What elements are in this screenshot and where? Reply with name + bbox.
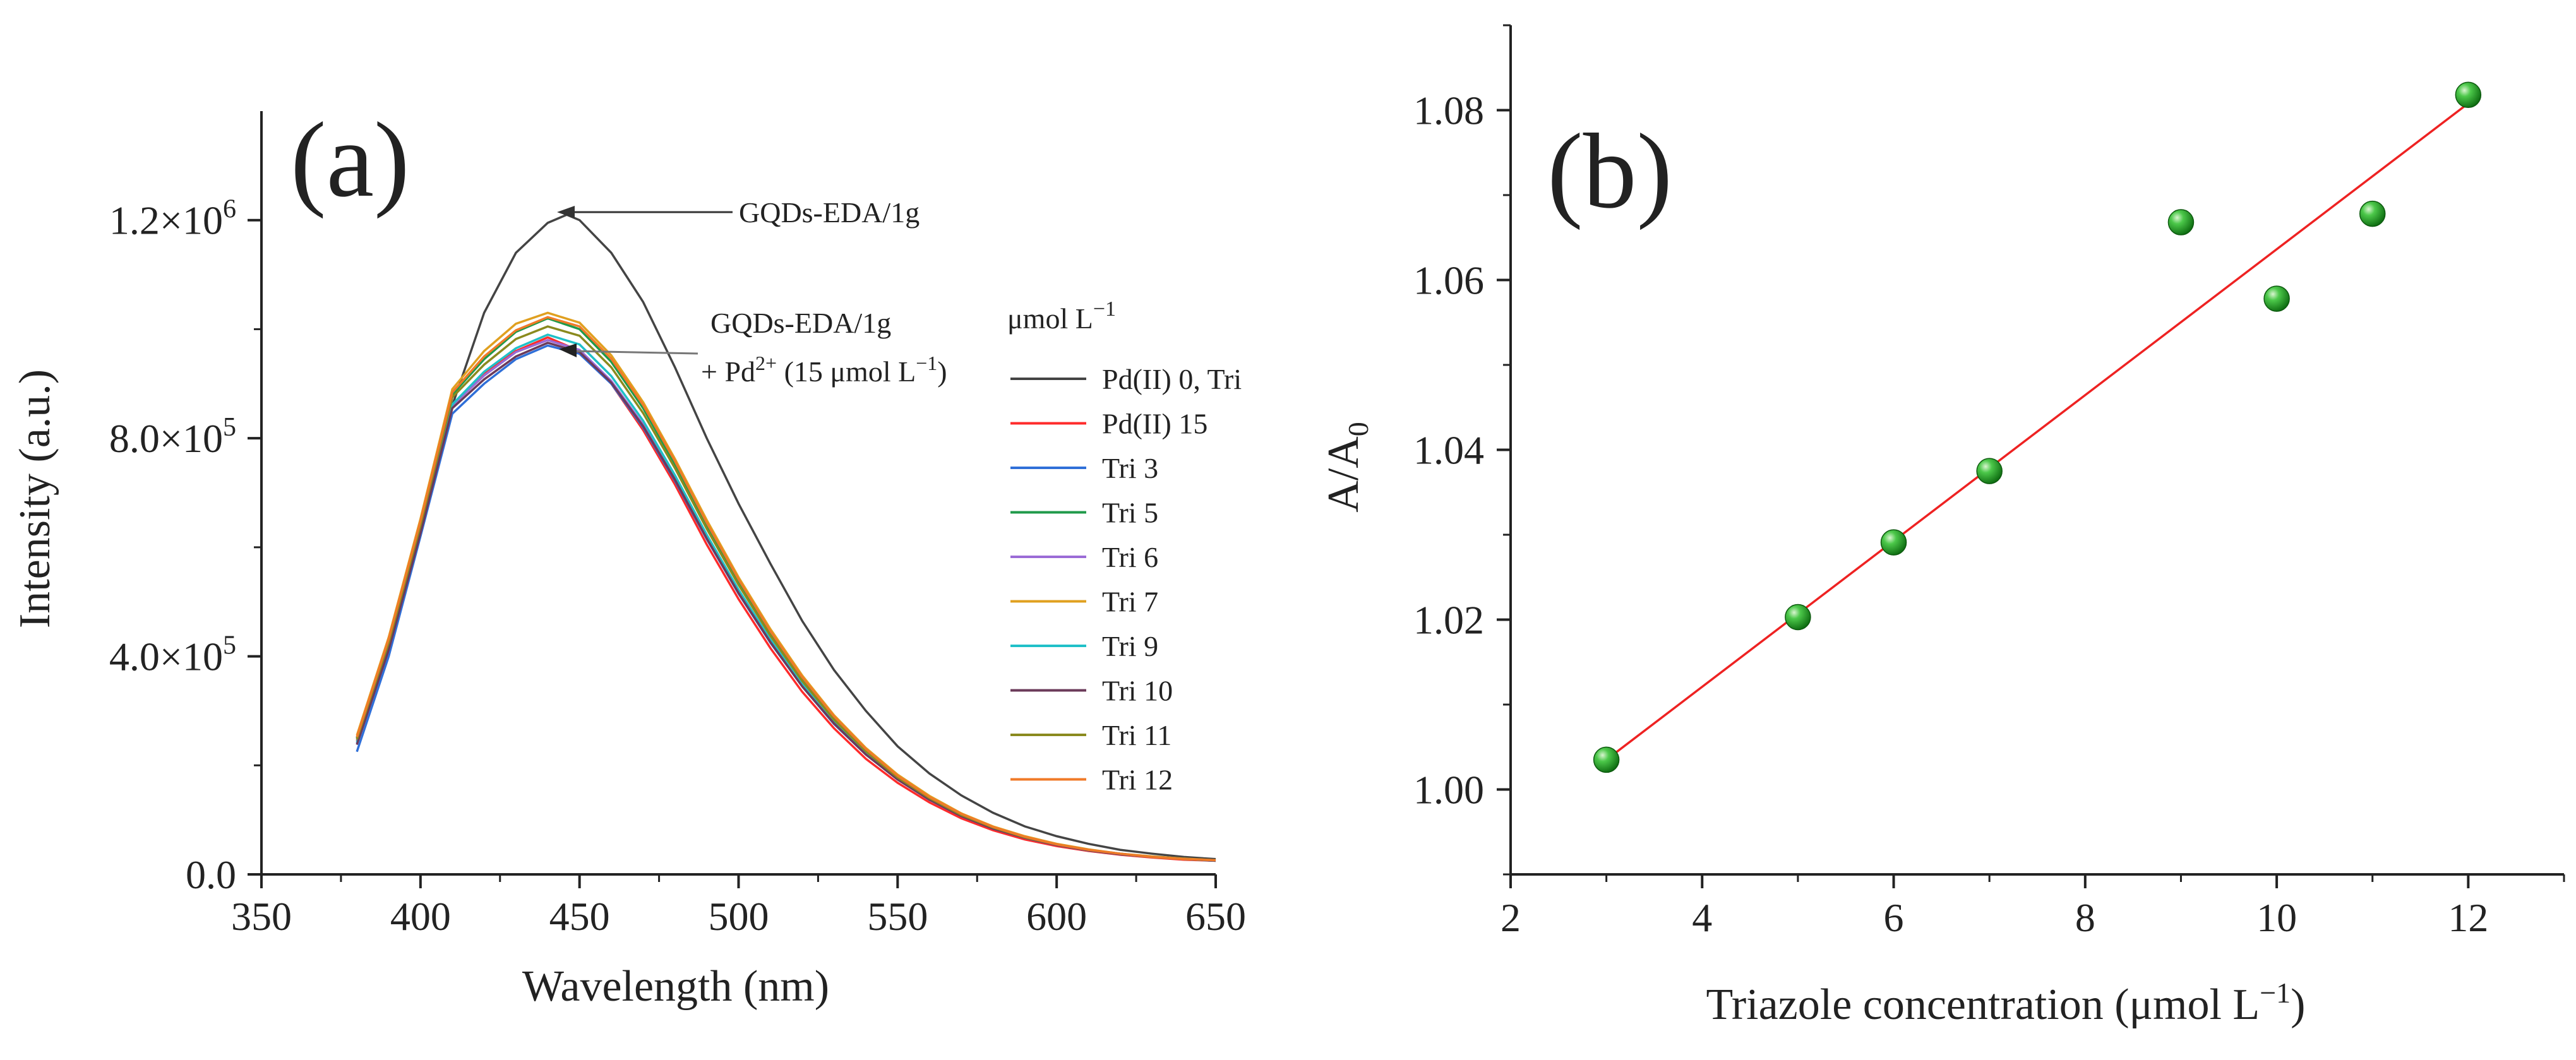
- panel-b-x-tick-label: 6: [1884, 895, 1904, 940]
- panel-a-series-lines: [356, 213, 1216, 862]
- legend-label-7: Tri 10: [1102, 675, 1173, 707]
- panel-b-x-axis-title: Triazole concentration (μmol L−1): [1706, 977, 2306, 1029]
- panel-b-x-tick-label: 8: [2075, 895, 2095, 940]
- legend-label-4: Tri 6: [1102, 541, 1158, 573]
- annotation-arrowhead-2: [559, 343, 577, 357]
- data-point-7: [2455, 81, 2482, 109]
- data-point-2: [1880, 529, 1907, 556]
- series-line-9: [356, 316, 1216, 862]
- legend-label-2: Tri 3: [1102, 452, 1158, 484]
- panel-a-spectra-chart: (a) 350 400 450 500 550 600 650 0.0 4.0×105 8.0×1…: [11, 100, 1246, 1011]
- panel-a-x-tick-label: 450: [549, 894, 610, 939]
- panel-b-y-tick-label: 1.04: [1413, 428, 1484, 473]
- legend-label-6: Tri 9: [1102, 630, 1158, 662]
- data-point-1: [1785, 604, 1811, 631]
- legend-title: μmol L−1: [1007, 297, 1116, 335]
- panel-b-x-tick-label: 12: [2448, 895, 2488, 940]
- data-point-3: [1976, 458, 2003, 484]
- annotation-label-2-line2: + Pd2+ (15 μmol L−1): [701, 352, 947, 388]
- panel-b-x-tick-label: 4: [1692, 895, 1712, 940]
- annotation-label-1: GQDs-EDA/1g: [739, 196, 920, 229]
- annotation-gqds-eda: GQDs-EDA/1g: [557, 196, 920, 229]
- panel-b-points: [1593, 81, 2482, 773]
- panel-a-x-tick-label: 600: [1026, 894, 1087, 939]
- panel-a-x-tick-label: 650: [1185, 894, 1246, 939]
- panel-a-x-tick-label: 400: [390, 894, 451, 939]
- data-point-4: [2167, 209, 2195, 235]
- panel-b-y-tick-label: 1.08: [1413, 88, 1484, 133]
- panel-a-y-tick-label: 8.0×105: [109, 413, 236, 461]
- data-point-6: [2359, 200, 2386, 227]
- panel-a-x-tick-label: 550: [867, 894, 928, 939]
- panel-a-y-tick-label: 4.0×105: [109, 631, 236, 679]
- panel-b-y-tick-label: 1.02: [1413, 598, 1484, 643]
- fit-line: [1605, 102, 2469, 761]
- panel-b-calibration-chart: (b) 2 4 6 8 10 12 1.00 1.02 1.04 1.06 1.08 Triazol…: [1319, 24, 2565, 1029]
- panel-a-label: (a): [291, 100, 410, 219]
- annotation-arrowhead-1: [557, 206, 575, 218]
- annotation-arrow-2: [571, 350, 698, 355]
- panel-a-y-tick-label: 1.2×106: [109, 195, 236, 243]
- panel-b-axes: 2 4 6 8 10 12 1.00 1.02 1.04 1.06 1.08: [1413, 24, 2565, 940]
- panel-b-y-axis-title: A/A0: [1319, 422, 1374, 513]
- panel-a-y-axis-title: Intensity (a.u.): [11, 369, 59, 628]
- panel-b-x-tick-label: 2: [1501, 895, 1521, 940]
- panel-a-y-tick-label: 0.0: [186, 852, 236, 897]
- legend-label-0: Pd(II) 0, Tri: [1102, 363, 1242, 395]
- panel-a-axes: 350 400 450 500 550 600 650 0.0 4.0×105 8.0×105 1.…: [109, 111, 1246, 939]
- panel-a-x-tick-label: 500: [709, 894, 769, 939]
- legend-label-5: Tri 7: [1102, 586, 1158, 618]
- annotation-label-2-line1: GQDs-EDA/1g: [710, 307, 891, 339]
- panel-b-fit-line: [1605, 102, 2469, 761]
- annotation-gqds-eda-pd: GQDs-EDA/1g + Pd2+ (15 μmol L−1): [559, 307, 947, 388]
- legend-label-3: Tri 5: [1102, 497, 1158, 529]
- panel-a-x-tick-label: 350: [231, 894, 292, 939]
- legend-label-9: Tri 12: [1102, 764, 1173, 796]
- legend-label-8: Tri 11: [1102, 719, 1171, 751]
- data-point-5: [2263, 285, 2290, 312]
- panel-a-legend: μmol L−1 Pd(II) 0, Tri Pd(II) 15 Tri 3 Tri …: [1007, 297, 1242, 796]
- data-point-0: [1593, 746, 1620, 773]
- panel-a-x-axis-title: Wavelength (nm): [522, 962, 829, 1011]
- panel-b-x-tick-label: 10: [2256, 895, 2297, 940]
- panel-b-y-tick-label: 1.06: [1413, 258, 1484, 303]
- series-line-0: [356, 213, 1216, 861]
- panel-b-y-tick-label: 1.00: [1413, 768, 1484, 813]
- legend-label-1: Pd(II) 15: [1102, 408, 1207, 440]
- panel-b-label: (b): [1547, 112, 1672, 230]
